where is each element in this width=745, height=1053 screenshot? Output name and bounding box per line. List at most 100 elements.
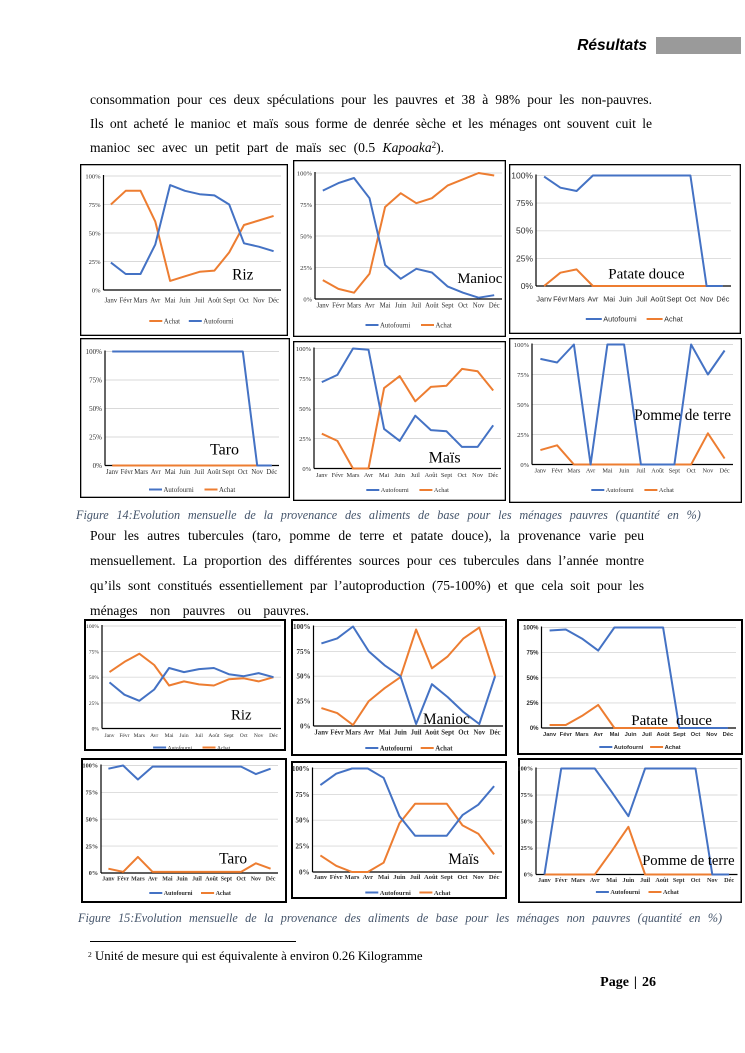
svg-text:Nov: Nov [700,294,713,303]
svg-text:50%: 50% [89,675,100,681]
svg-text:0%: 0% [92,287,101,294]
svg-text:Avr: Avr [151,469,162,476]
svg-text:Nov: Nov [473,874,485,881]
svg-text:Nov: Nov [472,472,484,479]
svg-text:Août: Août [650,294,665,303]
svg-text:Avr: Avr [150,298,161,305]
svg-text:Févr: Févr [330,874,343,881]
svg-text:Janv: Janv [535,468,547,475]
svg-text:Autofourni: Autofourni [606,487,634,494]
svg-text:Déc: Déc [488,472,498,479]
svg-text:Déc: Déc [720,468,730,475]
svg-text:Oct: Oct [240,733,248,739]
svg-text:Avr: Avr [150,733,158,739]
svg-text:Juin: Juin [619,468,630,475]
svg-text:Déc: Déc [490,730,501,737]
svg-text:Manioc: Manioc [423,711,470,728]
svg-text:Juin: Juin [179,469,191,476]
svg-text:Nov: Nov [250,877,260,883]
svg-text:75%: 75% [297,648,311,656]
svg-text:Sept: Sept [220,877,231,883]
svg-text:Août: Août [208,298,222,305]
svg-text:0%: 0% [523,871,532,878]
svg-text:Août: Août [656,732,669,738]
svg-text:Avr: Avr [364,472,374,479]
svg-text:Autofourni: Autofourni [380,745,413,752]
svg-text:Mars: Mars [134,298,148,305]
svg-text:Achat: Achat [663,889,680,896]
svg-text:Avr: Avr [147,877,157,883]
svg-text:0%: 0% [302,466,311,473]
svg-text:Mars: Mars [131,877,145,883]
svg-text:Août: Août [425,303,439,310]
svg-text:Avr: Avr [587,294,598,303]
svg-text:Juin: Juin [179,298,191,305]
svg-text:Juil: Juil [636,468,645,475]
svg-text:Avr: Avr [363,874,373,881]
svg-text:Avr: Avr [586,468,596,475]
svg-text:Mars: Mars [134,469,148,476]
svg-text:Nov: Nov [254,733,264,739]
svg-text:Nov: Nov [473,303,485,310]
svg-text:Janv: Janv [102,877,114,883]
svg-text:Juil: Juil [640,877,650,884]
svg-text:100%: 100% [296,346,312,353]
svg-text:75%: 75% [526,651,539,657]
svg-text:Déc: Déc [489,874,500,881]
svg-text:Achat: Achat [434,890,451,897]
svg-text:Févr: Févr [332,303,345,310]
svg-text:Achat: Achat [164,318,180,325]
svg-text:100%: 100% [523,626,539,632]
svg-text:Oct: Oct [685,294,696,303]
svg-text:Oct: Oct [458,730,469,737]
svg-text:0%: 0% [92,726,100,732]
svg-text:Sept: Sept [441,303,453,310]
svg-text:Janv: Janv [106,469,119,476]
svg-text:Nov: Nov [706,877,718,884]
svg-text:25%: 25% [299,436,312,443]
svg-text:Nov: Nov [706,732,718,738]
svg-text:Achat: Achat [665,745,681,751]
svg-text:Mai: Mai [603,294,615,303]
svg-text:Févr: Févr [121,469,134,476]
svg-text:Mai: Mai [379,472,389,479]
svg-text:Sept: Sept [222,469,234,476]
svg-text:25%: 25% [520,845,532,852]
svg-text:Févr: Févr [553,294,568,303]
svg-text:Juil: Juil [195,733,203,739]
svg-text:Sept: Sept [673,732,686,738]
svg-text:Déc: Déc [265,877,275,883]
svg-text:50%: 50% [85,816,97,823]
svg-text:Févr: Févr [551,468,563,475]
svg-text:Autofourni: Autofourni [381,487,409,494]
svg-text:Août: Août [207,469,221,476]
svg-text:Autofourni: Autofourni [614,745,644,751]
svg-text:25%: 25% [300,265,313,272]
svg-text:Patate douce: Patate douce [608,267,685,283]
svg-text:100%: 100% [514,342,530,349]
svg-text:Oct: Oct [238,469,248,476]
svg-text:Juin: Juin [394,472,405,479]
svg-text:Oct: Oct [239,298,249,305]
svg-text:75%: 75% [300,202,313,209]
svg-text:75%: 75% [517,372,530,379]
svg-text:Août: Août [655,877,669,884]
svg-text:Mai: Mai [165,469,176,476]
svg-text:Déc: Déc [723,732,734,738]
svg-text:25%: 25% [89,259,102,266]
svg-text:0%: 0% [300,723,311,731]
svg-text:50%: 50% [526,676,539,682]
svg-text:Mars: Mars [347,303,361,310]
svg-text:75%: 75% [296,791,310,799]
svg-text:75%: 75% [516,198,533,208]
svg-text:Févr: Févr [119,298,132,305]
svg-text:Août: Août [208,733,219,739]
svg-text:Taro: Taro [219,850,247,867]
svg-text:Sept: Sept [669,468,680,475]
svg-text:Achat: Achat [436,322,452,329]
svg-text:Oct: Oct [691,732,701,738]
svg-text:100%: 100% [82,763,97,770]
svg-text:Mars: Mars [575,732,589,738]
svg-text:Juil: Juil [195,298,205,305]
svg-text:Taro: Taro [210,442,239,459]
